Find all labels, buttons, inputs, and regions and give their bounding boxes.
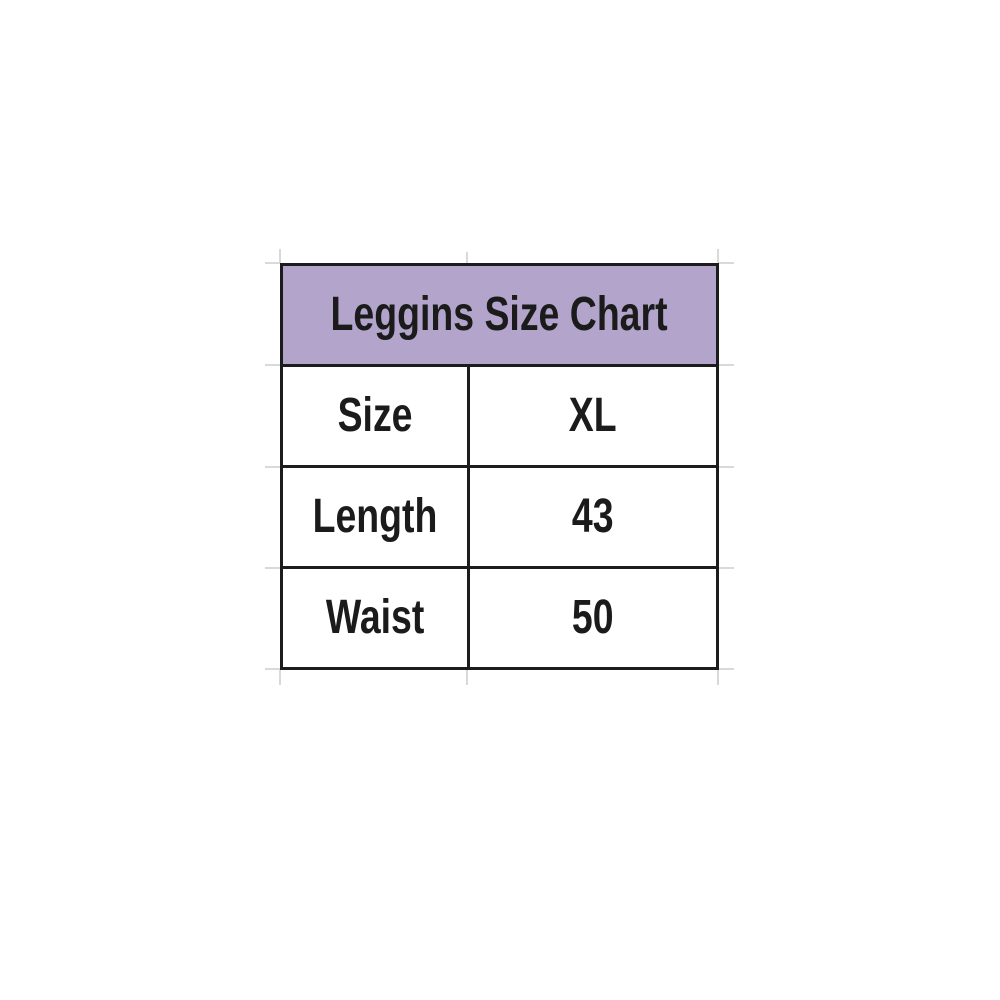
length-value-cell: 43 (470, 468, 716, 566)
gridline-tick (717, 249, 719, 264)
gridline-tick (719, 466, 734, 468)
gridline-tick (717, 670, 719, 685)
gridline-tick (719, 262, 734, 264)
waist-value-cell: 50 (470, 569, 716, 667)
size-chart-table: Leggins Size Chart Size XL Length 43 Wai… (280, 263, 719, 670)
table-header-cell: Leggins Size Chart (283, 266, 716, 364)
length-value: 43 (572, 490, 614, 543)
size-value: XL (569, 389, 617, 442)
gridline-tick (466, 670, 468, 685)
gridline-tick (719, 364, 734, 366)
waist-value: 50 (572, 591, 614, 644)
gridline-tick (265, 364, 280, 366)
gridline-tick (265, 567, 280, 569)
gridline-tick (279, 249, 281, 264)
gridline-tick (279, 670, 281, 685)
size-label: Size (337, 389, 413, 442)
size-value-cell: XL (470, 367, 716, 465)
size-label-cell: Size (283, 367, 467, 465)
table-title: Leggins Size Chart (330, 288, 669, 341)
length-label-cell: Length (283, 468, 467, 566)
gridline-tick (265, 262, 280, 264)
length-label: Length (312, 490, 438, 543)
waist-label-cell: Waist (283, 569, 467, 667)
gridline-tick (719, 668, 734, 670)
waist-label: Waist (325, 591, 425, 644)
gridline-tick (466, 252, 468, 267)
gridline-tick (265, 668, 280, 670)
gridline-tick (265, 466, 280, 468)
gridline-tick (719, 567, 734, 569)
